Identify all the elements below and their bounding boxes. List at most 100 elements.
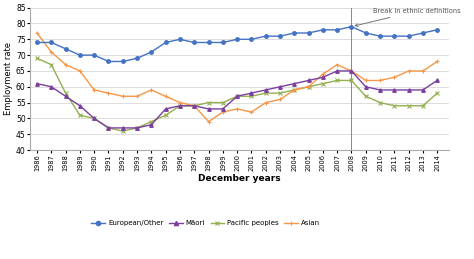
Asian [134, 95, 140, 98]
European/Other [392, 35, 397, 38]
European/Other [91, 54, 97, 57]
European/Other [134, 57, 140, 60]
Line: Māori: Māori [35, 69, 439, 130]
European/Other [120, 60, 126, 63]
Pacific peoples [148, 120, 154, 123]
European/Other [106, 60, 111, 63]
European/Other [434, 28, 440, 31]
European/Other [348, 25, 354, 28]
Māori [191, 104, 197, 107]
Line: European/Other: European/Other [35, 25, 439, 63]
Pacific peoples [320, 82, 326, 85]
Asian [320, 73, 326, 76]
Māori [148, 123, 154, 126]
Pacific peoples [420, 104, 426, 107]
Pacific peoples [163, 114, 168, 117]
European/Other [263, 35, 269, 38]
Pacific peoples [348, 79, 354, 82]
Pacific peoples [134, 126, 140, 130]
Pacific peoples [120, 130, 126, 133]
Asian [277, 98, 283, 101]
Pacific peoples [434, 91, 440, 95]
Māori [263, 88, 269, 91]
Māori [63, 95, 68, 98]
Asian [248, 111, 254, 114]
Asian [292, 88, 297, 91]
Māori [220, 107, 226, 111]
European/Other [163, 41, 168, 44]
Māori [434, 79, 440, 82]
Asian [48, 51, 54, 54]
Asian [177, 101, 183, 104]
Māori [363, 85, 369, 88]
Y-axis label: Employment rate: Employment rate [4, 42, 13, 115]
Pacific peoples [406, 104, 411, 107]
Pacific peoples [77, 114, 83, 117]
Pacific peoples [306, 85, 311, 88]
Asian [63, 63, 68, 66]
Asian [34, 31, 40, 34]
Māori [48, 85, 54, 88]
European/Other [206, 41, 211, 44]
Māori [91, 117, 97, 120]
Asian [434, 60, 440, 63]
Asian [420, 69, 426, 73]
Pacific peoples [377, 101, 383, 104]
Māori [292, 82, 297, 85]
Pacific peoples [177, 104, 183, 107]
X-axis label: December years: December years [198, 174, 281, 183]
Māori [348, 69, 354, 73]
Asian [306, 85, 311, 88]
European/Other [234, 38, 240, 41]
Asian [234, 107, 240, 111]
Asian [392, 76, 397, 79]
Asian [206, 120, 211, 123]
Māori [420, 88, 426, 91]
European/Other [48, 41, 54, 44]
European/Other [334, 28, 340, 31]
European/Other [406, 35, 411, 38]
Asian [191, 104, 197, 107]
European/Other [248, 38, 254, 41]
European/Other [306, 31, 311, 34]
European/Other [377, 35, 383, 38]
Māori [134, 126, 140, 130]
Pacific peoples [63, 91, 68, 95]
Māori [277, 85, 283, 88]
Pacific peoples [392, 104, 397, 107]
Asian [120, 95, 126, 98]
European/Other [177, 38, 183, 41]
European/Other [277, 35, 283, 38]
Māori [248, 91, 254, 95]
Asian [406, 69, 411, 73]
European/Other [220, 41, 226, 44]
Māori [34, 82, 40, 85]
Pacific peoples [220, 101, 226, 104]
Māori [234, 95, 240, 98]
Asian [91, 88, 97, 91]
Asian [163, 95, 168, 98]
Asian [363, 79, 369, 82]
Māori [334, 69, 340, 73]
Pacific peoples [277, 91, 283, 95]
Legend: European/Other, Māori, Pacific peoples, Asian: European/Other, Māori, Pacific peoples, … [89, 218, 323, 229]
Māori [120, 126, 126, 130]
European/Other [363, 31, 369, 34]
Māori [320, 76, 326, 79]
Pacific peoples [234, 95, 240, 98]
European/Other [77, 54, 83, 57]
Asian [377, 79, 383, 82]
Pacific peoples [106, 126, 111, 130]
Māori [406, 88, 411, 91]
Pacific peoples [91, 117, 97, 120]
Pacific peoples [363, 95, 369, 98]
Asian [334, 63, 340, 66]
Asian [263, 101, 269, 104]
Māori [206, 107, 211, 111]
Pacific peoples [206, 101, 211, 104]
Text: Break in ethnic definitions: Break in ethnic definitions [355, 8, 461, 26]
Pacific peoples [48, 63, 54, 66]
Asian [220, 111, 226, 114]
Māori [306, 79, 311, 82]
Pacific peoples [334, 79, 340, 82]
